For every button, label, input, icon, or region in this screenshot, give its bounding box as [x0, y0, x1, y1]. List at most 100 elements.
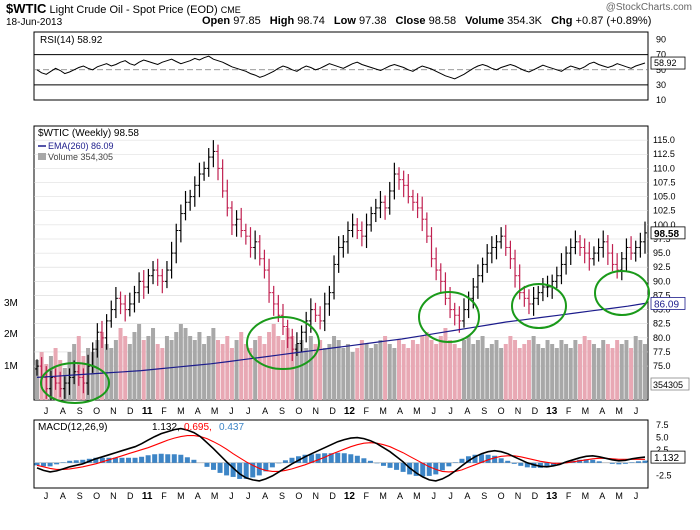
volume-bar	[466, 336, 471, 400]
chart-title: $WTIC Light Crude Oil - Spot Price (EOD)…	[6, 1, 241, 16]
macd-histogram-bar	[354, 455, 360, 463]
volume-bar	[568, 348, 573, 400]
macd-histogram-bar	[139, 456, 145, 463]
volume-bar	[406, 348, 411, 400]
volume-bar	[253, 340, 258, 400]
macd-legend: MACD(12,26,9)	[38, 422, 107, 433]
volume-bar	[420, 336, 425, 400]
x-axis-label-top: J	[246, 406, 251, 416]
rsi-value-label: 58.92	[654, 58, 677, 68]
macd-signal-line	[36, 435, 645, 473]
rsi-panel	[33, 31, 649, 101]
macd-histogram-bar	[609, 462, 615, 464]
x-axis-label-bottom: J	[44, 491, 49, 501]
macd-histogram-bar	[394, 462, 400, 470]
price-tick-label: 90.0	[653, 276, 671, 286]
volume-bar	[229, 348, 234, 400]
macd-histogram-bar	[537, 462, 543, 468]
volume-bar	[155, 344, 160, 400]
x-axis-label-bottom: M	[211, 491, 219, 501]
macd-histogram-bar	[250, 462, 256, 478]
volume-bar	[318, 340, 323, 400]
x-axis-label-bottom: A	[60, 491, 66, 501]
x-axis-label-top: M	[211, 406, 219, 416]
x-axis-label-bottom: O	[498, 491, 505, 501]
macd-histogram-bar	[309, 454, 315, 463]
macd-histogram-bar	[34, 462, 40, 466]
x-axis-label-top: A	[262, 406, 268, 416]
volume-bar	[359, 340, 364, 400]
macd-histogram-bar	[511, 462, 517, 464]
volume-bar	[587, 340, 592, 400]
macd-histogram-bar	[498, 458, 504, 463]
macd-histogram-bar	[93, 457, 99, 463]
volume-value: 354.3K	[507, 15, 543, 27]
macd-histogram-bar	[263, 462, 269, 472]
volume-bar	[243, 344, 248, 400]
macd-histogram-bar	[73, 460, 79, 463]
macd-histogram-bar	[635, 461, 641, 463]
volume-bar	[517, 348, 522, 400]
ema-line	[36, 302, 646, 378]
x-axis-label-top: S	[279, 406, 285, 416]
macd-histogram-bar	[374, 462, 380, 464]
volume-bar	[137, 324, 142, 400]
macd-histogram-bar	[452, 462, 458, 463]
volume-bar	[378, 340, 383, 400]
x-axis-label-top: N	[110, 406, 117, 416]
volume-bar	[35, 360, 39, 400]
macd-histogram-bar	[361, 458, 367, 463]
x-axis-label-bottom: J	[229, 491, 234, 501]
ema-value-label: 86.09	[654, 299, 679, 310]
x-axis-label-bottom: O	[93, 491, 100, 501]
volume-bar	[531, 336, 536, 400]
macd-histogram-bar	[99, 457, 105, 463]
volume-bar	[397, 340, 402, 400]
x-axis-label-top: A	[195, 406, 201, 416]
volume-bar	[559, 340, 564, 400]
macd-histogram-bar	[132, 457, 138, 463]
macd-legend-hist: 0.437	[219, 422, 244, 433]
x-axis-label-bottom: F	[364, 491, 370, 501]
x-axis-label-top: S	[481, 406, 487, 416]
macd-histogram-bar	[243, 462, 249, 479]
x-axis-label-top: 11	[142, 406, 153, 417]
volume-bar	[336, 340, 341, 400]
volume-bar	[183, 328, 188, 400]
macd-histogram-bar	[426, 462, 432, 476]
macd-histogram-bar	[54, 462, 60, 465]
volume-bar	[206, 336, 211, 400]
macd-tick-label: 7.5	[656, 420, 669, 430]
macd-histogram-bar	[616, 462, 622, 465]
annotation-ellipse	[40, 362, 110, 404]
macd-histogram-bar	[41, 462, 47, 467]
macd-histogram-bar	[328, 453, 334, 463]
price-tick-label: 105.0	[653, 192, 676, 202]
macd-histogram-bar	[642, 460, 648, 463]
x-axis-label-top: M	[177, 406, 185, 416]
ema-legend: EMA(260) 86.09	[48, 141, 114, 151]
macd-histogram-bar	[446, 462, 452, 467]
x-axis-label-bottom: M	[413, 491, 421, 501]
macd-histogram-bar	[256, 462, 262, 476]
macd-histogram-bar	[590, 459, 596, 463]
volume-bar	[151, 328, 156, 400]
rsi-tick-label: 50	[656, 65, 666, 75]
volume-bar	[452, 344, 457, 400]
volume-bar	[197, 332, 202, 400]
price-tick-label: 107.5	[653, 177, 676, 187]
macd-histogram-bar	[367, 460, 373, 463]
volume-bar	[160, 348, 165, 400]
macd-histogram-bar	[524, 462, 530, 468]
rsi-tick-label: 30	[656, 80, 666, 90]
volume-bar	[605, 344, 610, 400]
x-axis-label-top: 12	[344, 406, 356, 417]
volume-bar	[443, 328, 448, 400]
symbol: $WTIC	[6, 1, 47, 16]
volume-bar	[601, 340, 606, 400]
volume-bar	[364, 344, 369, 400]
x-axis-label-top: J	[44, 406, 49, 416]
x-axis-label-top: F	[566, 406, 572, 416]
macd-histogram-bar	[492, 455, 498, 463]
volume-bar	[285, 328, 290, 400]
